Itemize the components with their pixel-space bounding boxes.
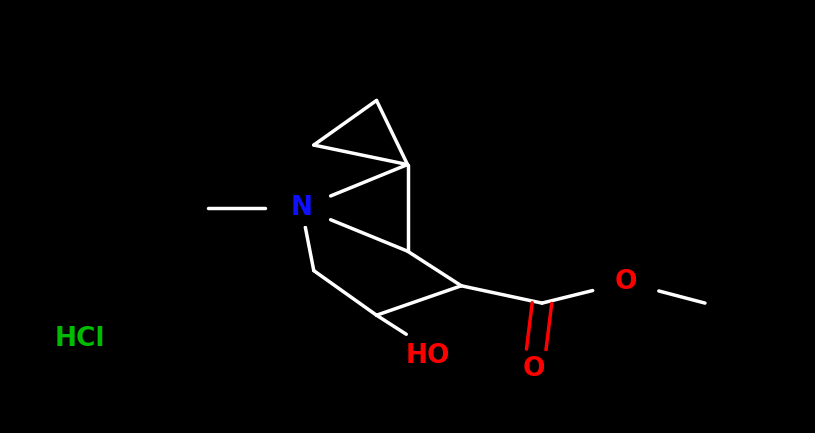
Text: O: O [615, 269, 637, 295]
Text: HO: HO [406, 343, 450, 369]
Text: HCl: HCl [55, 326, 105, 352]
Text: O: O [522, 356, 545, 382]
Text: N: N [291, 195, 312, 221]
